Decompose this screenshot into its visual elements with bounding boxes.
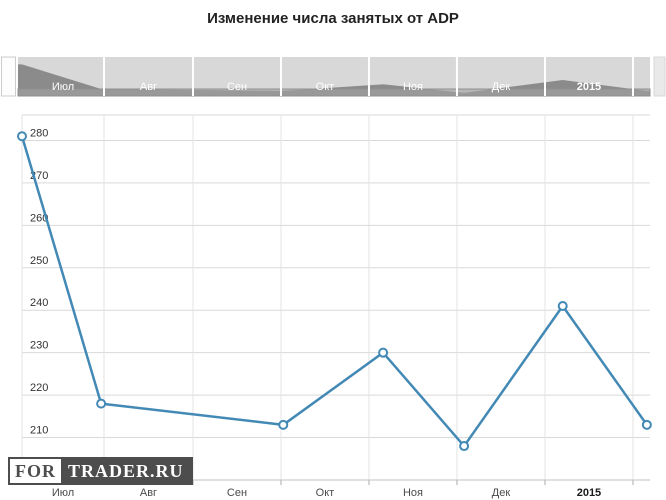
navigator-month-label: Ноя <box>403 81 423 93</box>
chart-title: Изменение числа занятых от ADP <box>207 10 459 27</box>
watermark-for-text: FOR <box>10 459 61 483</box>
x-axis-label: Дек <box>492 487 511 499</box>
x-axis-label: Ноя <box>403 487 423 499</box>
data-point-marker[interactable] <box>557 300 568 311</box>
navigator-month-label: Авг <box>140 81 157 93</box>
x-axis-label: 2015 <box>577 487 601 499</box>
y-axis-label: 250 <box>30 255 48 267</box>
y-axis-label: 260 <box>30 212 48 224</box>
x-axis-label: Июл <box>52 487 74 499</box>
navigator-month-label: Июл <box>52 81 74 93</box>
data-point-marker[interactable] <box>96 398 107 409</box>
scrollbar-thumb[interactable] <box>17 88 651 97</box>
x-axis-label: Сен <box>227 487 247 499</box>
data-point-marker[interactable] <box>459 441 470 452</box>
navigator-month-label: 2015 <box>577 81 601 93</box>
watermark-trader-text: TRADER.RU <box>61 459 191 483</box>
navigator-month-label: Окт <box>316 81 335 93</box>
navigator-month-label: Дек <box>492 81 511 93</box>
scrollbar-left-button[interactable] <box>1 56 16 97</box>
y-axis-label: 210 <box>30 425 48 437</box>
scrollbar-right-button[interactable] <box>653 56 666 97</box>
data-point-marker[interactable] <box>641 419 652 430</box>
y-axis-label: 280 <box>30 127 48 139</box>
data-point-marker[interactable] <box>278 419 289 430</box>
y-axis-label: 220 <box>30 382 48 394</box>
y-axis-label: 230 <box>30 340 48 352</box>
data-point-marker[interactable] <box>378 347 389 358</box>
data-point-marker[interactable] <box>17 131 27 142</box>
fortrader-watermark: FOR TRADER.RU <box>8 457 193 485</box>
y-axis-label: 240 <box>30 297 48 309</box>
navigator-month-label: Сен <box>227 81 247 93</box>
x-axis-label: Авг <box>140 487 157 499</box>
x-axis-label: Окт <box>316 487 335 499</box>
